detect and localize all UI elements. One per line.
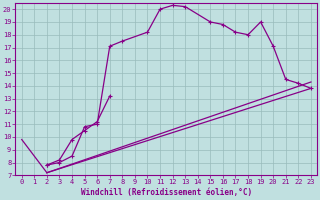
X-axis label: Windchill (Refroidissement éolien,°C): Windchill (Refroidissement éolien,°C) [81,188,252,197]
